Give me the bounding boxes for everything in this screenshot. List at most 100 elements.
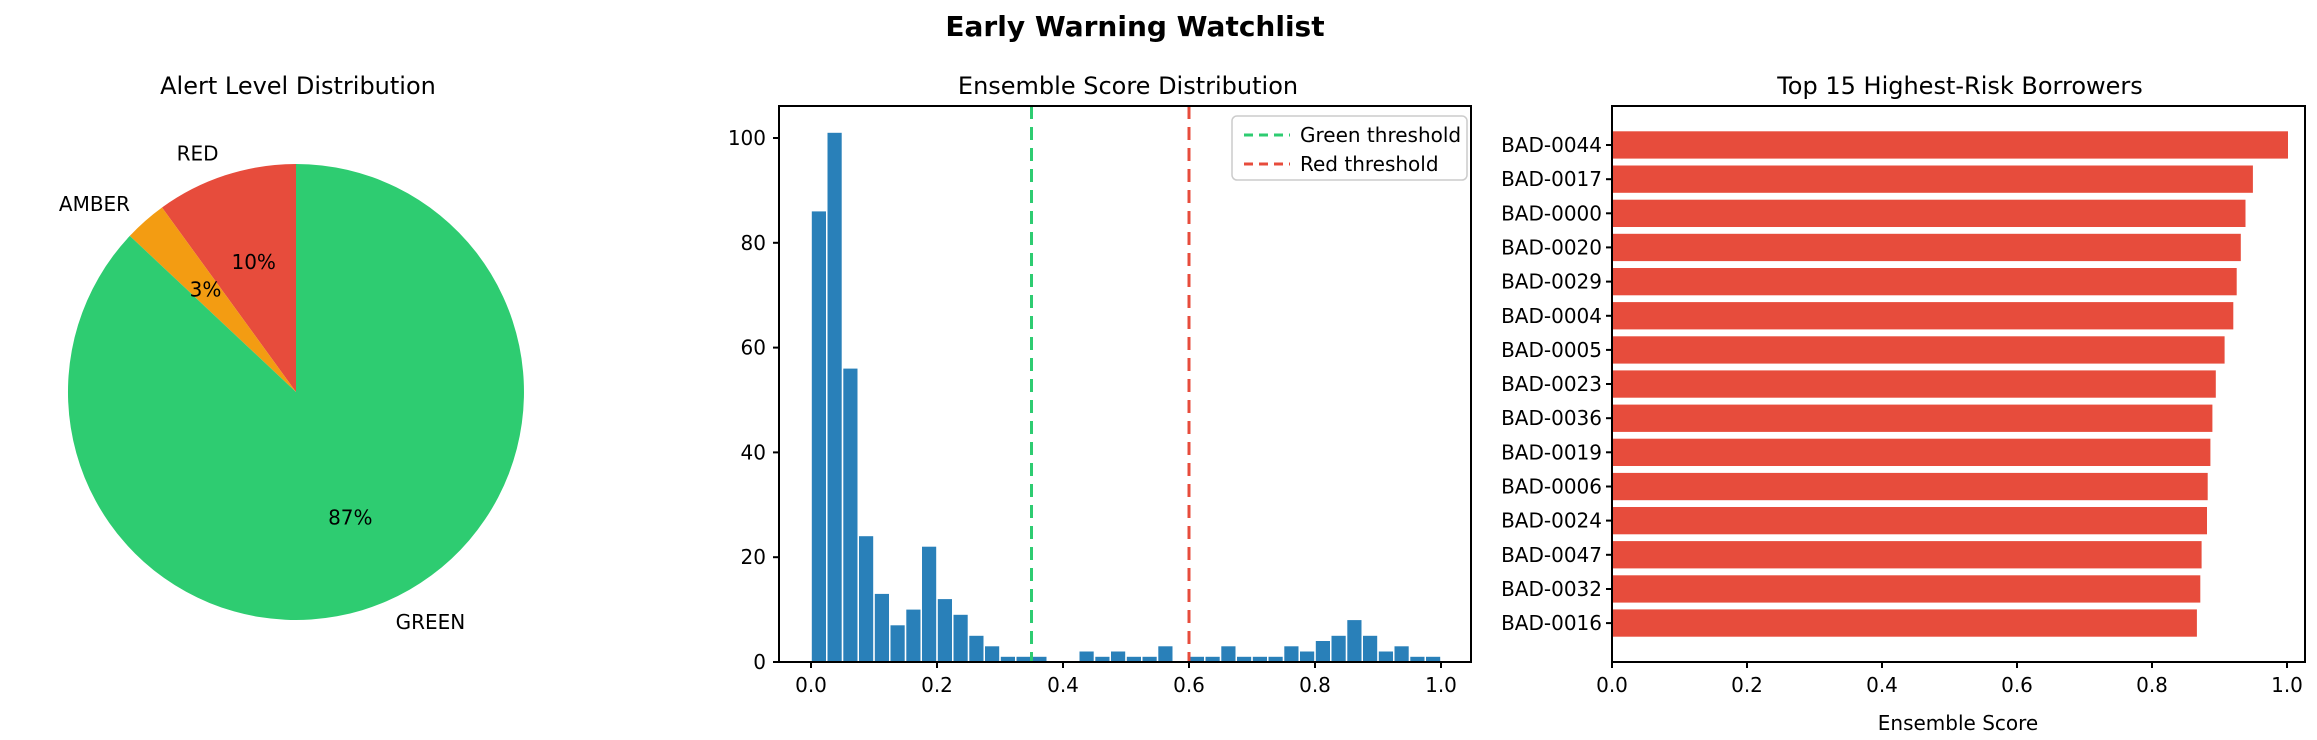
- x-tick-label: 0.2: [1731, 673, 1763, 697]
- pie-chart: [67, 163, 524, 621]
- bar-row: [1613, 575, 2201, 603]
- bar-category-label: BAD-0047: [1501, 543, 1602, 567]
- histogram-bar: [1095, 656, 1110, 662]
- x-tick-label: 0.8: [1299, 673, 1331, 697]
- bar-category-label: BAD-0019: [1501, 440, 1602, 464]
- histogram-bar: [1142, 656, 1157, 662]
- histogram-bar: [1300, 651, 1315, 662]
- histogram-bar: [1158, 646, 1173, 662]
- pie-pct-label: 3%: [190, 277, 222, 301]
- bar-row: [1613, 233, 2241, 262]
- x-tick-label: 1.0: [2271, 673, 2303, 697]
- x-tick-label: 0.6: [2001, 673, 2033, 697]
- x-tick-label: 0.8: [2136, 673, 2168, 697]
- bar-row: [1613, 165, 2253, 193]
- histogram-bar: [1252, 656, 1267, 662]
- legend-red-label: Red threshold: [1300, 152, 1439, 176]
- histogram-bar: [1111, 651, 1126, 662]
- figure-title: Early Warning Watchlist: [945, 10, 1324, 43]
- histogram-bar: [874, 593, 889, 662]
- histogram-bar: [1126, 656, 1141, 662]
- histogram-bar: [1426, 656, 1441, 662]
- histogram-bar: [1284, 646, 1299, 662]
- histogram-bar: [1268, 656, 1283, 662]
- bar-category-label: BAD-0005: [1501, 338, 1602, 362]
- x-tick-label: 0.6: [1173, 673, 1205, 697]
- histogram-bar: [1189, 656, 1204, 662]
- histogram-title: Ensemble Score Distribution: [958, 72, 1298, 100]
- bar-row: [1613, 404, 2213, 432]
- histogram-bar: [1378, 651, 1393, 662]
- y-tick-label: 20: [741, 545, 766, 569]
- pie-slice-red: [162, 163, 296, 392]
- histogram-bar: [969, 635, 984, 662]
- histogram-bar: [843, 368, 858, 662]
- bar-row: [1613, 199, 2246, 227]
- bar-title: Top 15 Highest-Risk Borrowers: [1776, 72, 2143, 100]
- x-tick-label: 0.2: [921, 673, 953, 697]
- bar-category-label: BAD-0036: [1501, 406, 1602, 430]
- bar-row: [1613, 268, 2237, 296]
- x-tick-label: 0.0: [1596, 673, 1628, 697]
- pie-pct-label: 10%: [231, 250, 275, 274]
- histogram-ticks: 0.0 0.2 0.4 0.6 0.8 1.0 0 20 40 60 80 100: [728, 126, 1457, 697]
- histogram-bar: [937, 599, 952, 662]
- bar-row: [1613, 507, 2207, 535]
- legend-box: [1231, 115, 1468, 181]
- legend-green-label: Green threshold: [1300, 123, 1461, 147]
- bar-row: [1613, 541, 2202, 569]
- histogram-bar: [1221, 646, 1236, 662]
- histogram-bar: [811, 211, 826, 662]
- bar-category-label: BAD-0000: [1501, 201, 1602, 225]
- histogram-bar: [906, 609, 921, 662]
- histogram-chart: [811, 106, 1441, 663]
- bar-row: [1613, 472, 2208, 501]
- histogram-bar: [1205, 656, 1220, 662]
- pie-slice-green: [67, 164, 524, 621]
- y-tick-label: 0: [753, 650, 766, 674]
- bar-category-label: BAD-0024: [1501, 509, 1602, 533]
- histogram-bar: [1410, 656, 1425, 662]
- histogram-bar: [890, 625, 905, 662]
- y-tick-label: 40: [741, 440, 766, 464]
- histogram-bar: [1079, 651, 1094, 662]
- bar-row: [1613, 131, 2288, 159]
- bar-row: [1613, 438, 2211, 466]
- x-tick-label: 0.0: [795, 673, 827, 697]
- bar-row: [1613, 336, 2225, 364]
- bar-row: [1613, 302, 2234, 330]
- histogram-bar: [1394, 646, 1409, 662]
- bar-category-label: BAD-0032: [1501, 577, 1602, 601]
- bar-category-label: BAD-0020: [1501, 235, 1602, 259]
- bar-category-label: BAD-0044: [1501, 133, 1602, 157]
- y-tick-label: 80: [741, 231, 766, 255]
- pie-label-amber: AMBER: [59, 192, 130, 216]
- pie-label-green: GREEN: [396, 610, 466, 634]
- bar-ticks: BAD-0044 BAD-0017 BAD-0000 BAD-0020 BAD-0029…: [1501, 133, 2303, 697]
- pie-labels: RED 10% AMBER 3% GREEN 87%: [59, 142, 465, 635]
- bar-xaxis-label: Ensemble Score: [1878, 711, 2038, 735]
- pie-label-red: RED: [177, 142, 219, 166]
- bar-category-label: BAD-0017: [1501, 167, 1602, 191]
- histogram-bar: [1032, 656, 1047, 662]
- histogram-bar: [1331, 635, 1346, 662]
- bar-category-label: BAD-0023: [1501, 372, 1602, 396]
- pie-title: Alert Level Distribution: [160, 72, 436, 100]
- bar-category-label: BAD-0006: [1501, 475, 1602, 499]
- histogram-bar: [1000, 656, 1015, 662]
- histogram-bar: [1237, 656, 1252, 662]
- bar-category-label: BAD-0016: [1501, 611, 1602, 635]
- histogram-bar: [1016, 656, 1031, 662]
- pie-slice-amber: [129, 207, 296, 392]
- x-tick-label: 0.4: [1866, 673, 1898, 697]
- histogram-bar: [922, 546, 937, 662]
- histogram-bar: [1363, 635, 1378, 662]
- histogram-bar: [1315, 641, 1330, 662]
- y-tick-label: 60: [741, 336, 766, 360]
- histogram-bar: [1347, 620, 1362, 662]
- histogram-bar: [985, 646, 1000, 662]
- x-tick-label: 0.4: [1047, 673, 1079, 697]
- bar-category-label: BAD-0004: [1501, 304, 1602, 328]
